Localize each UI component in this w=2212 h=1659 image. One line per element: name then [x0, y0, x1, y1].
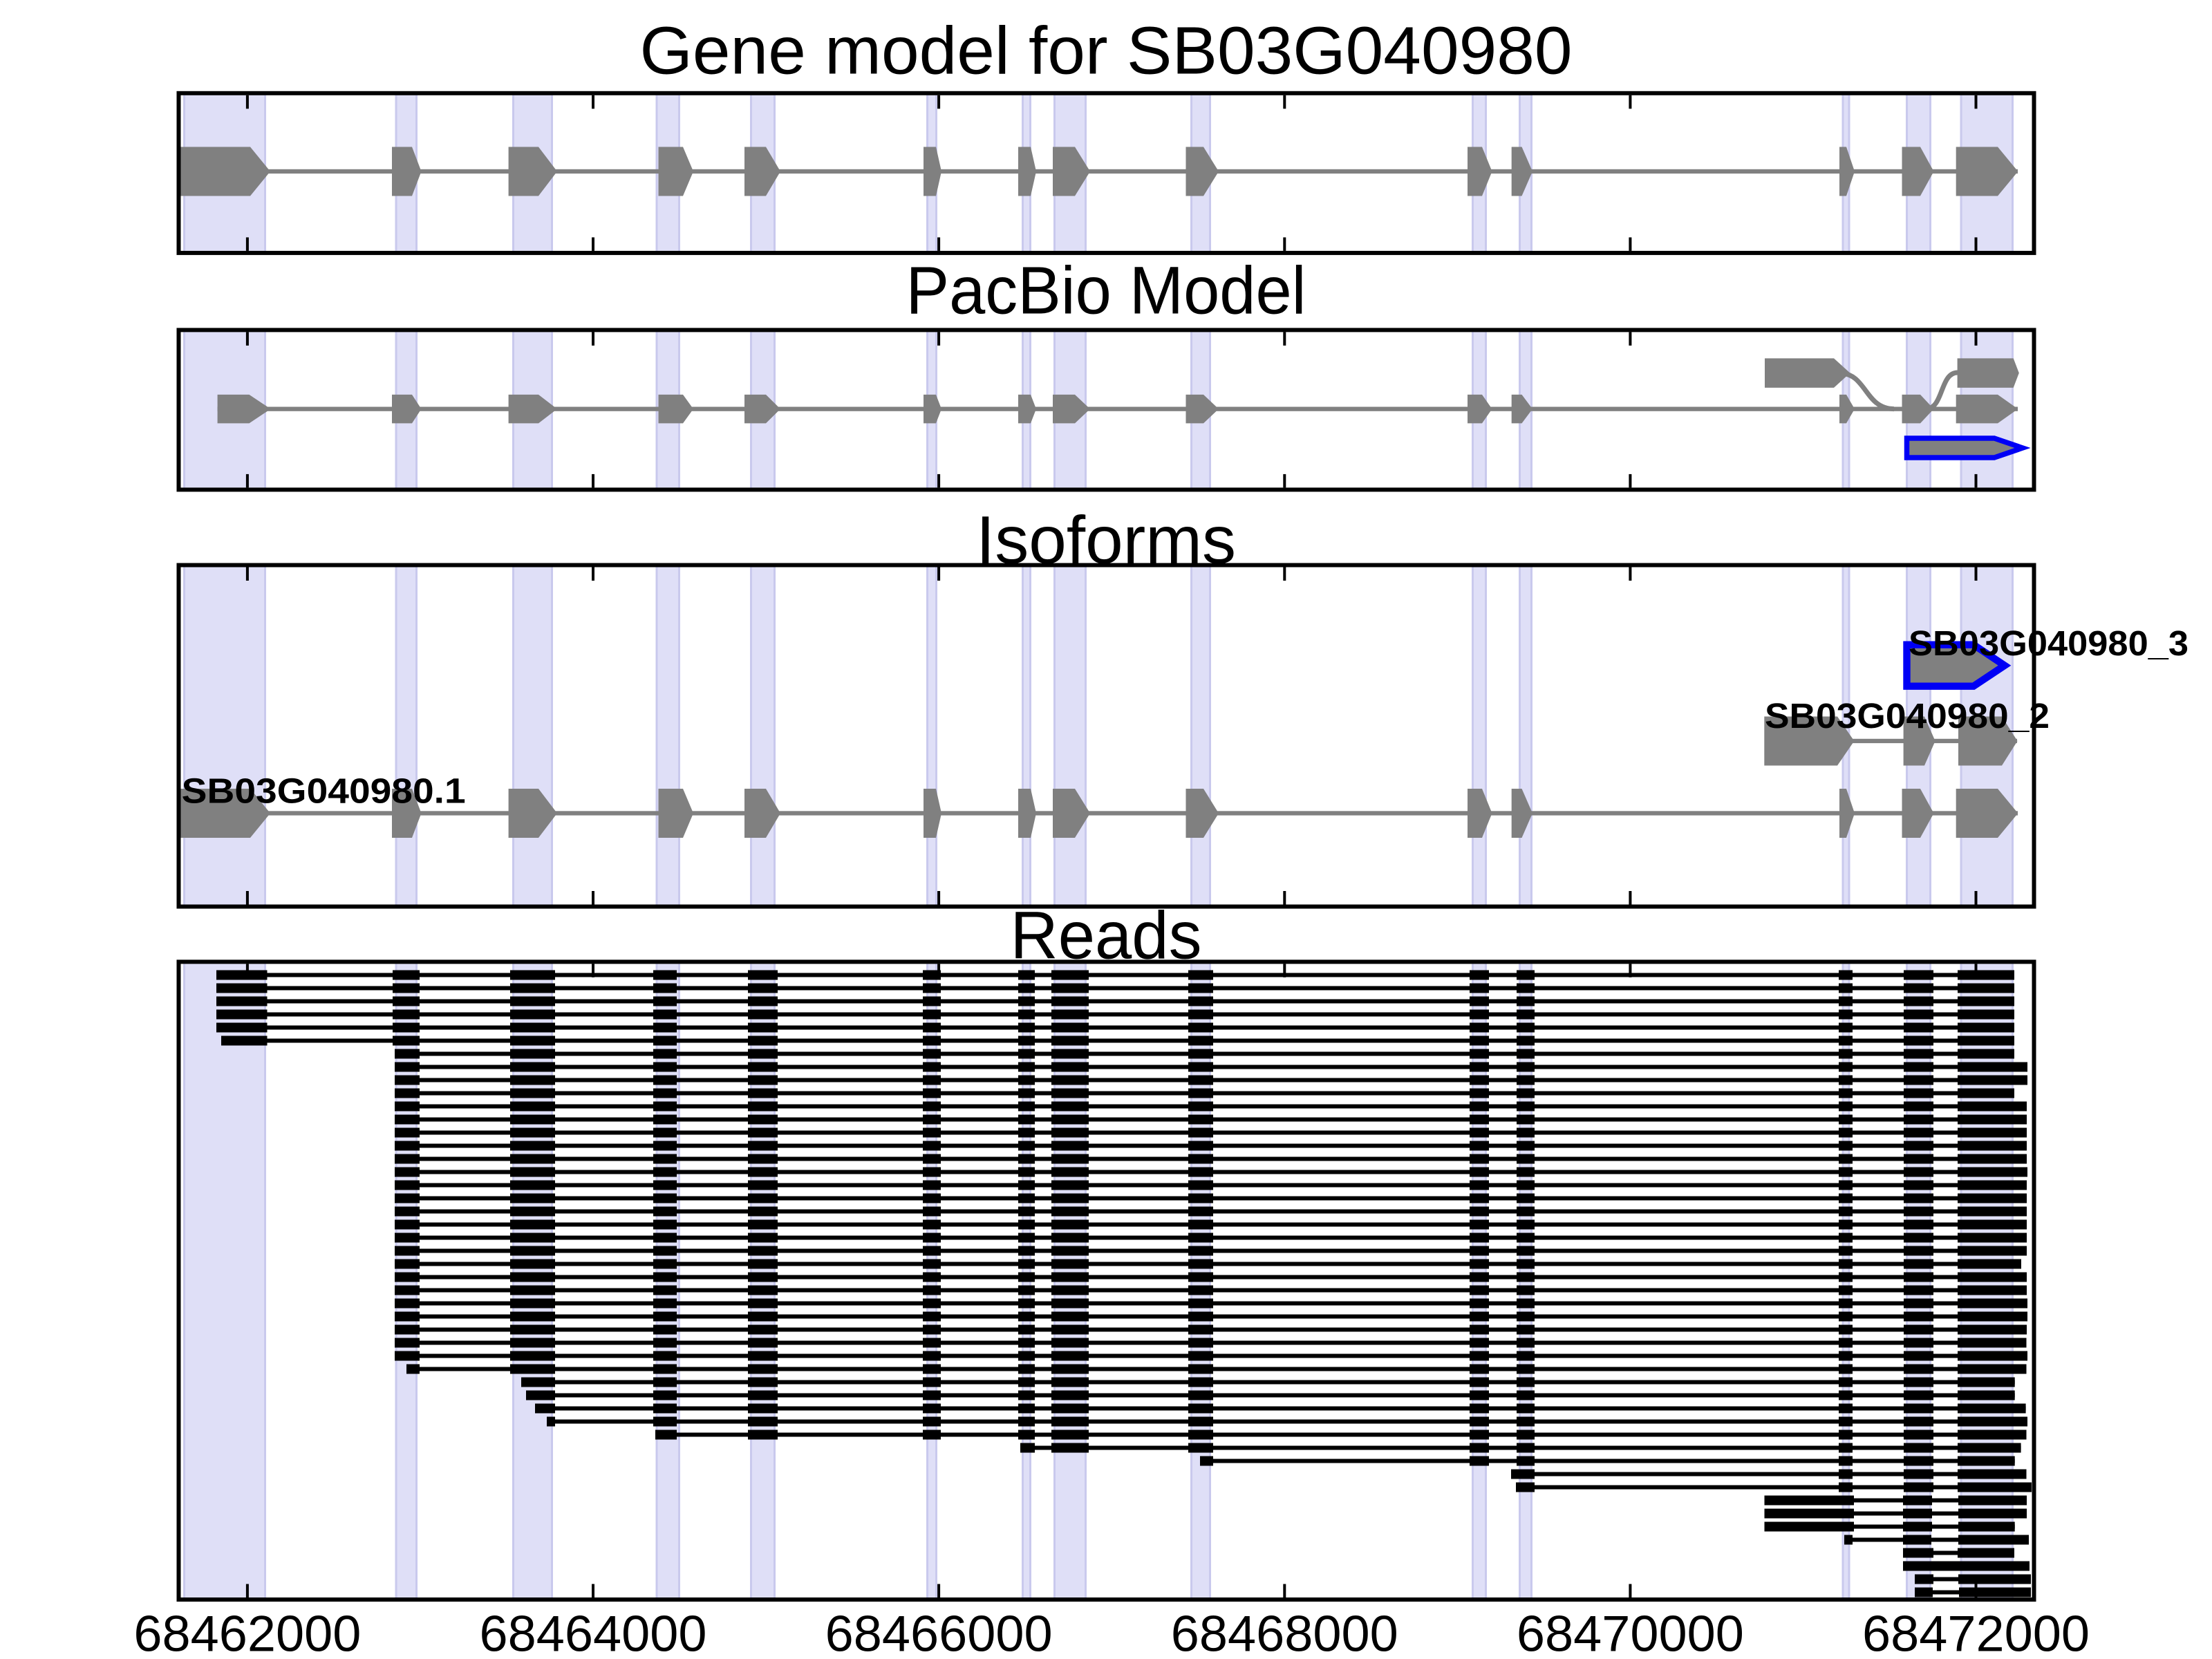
svg-text:Reads: Reads	[1011, 898, 1202, 973]
svg-text:68470000: 68470000	[1517, 1605, 1744, 1659]
svg-text:Isoforms: Isoforms	[976, 503, 1236, 578]
svg-text:68466000: 68466000	[825, 1605, 1053, 1659]
svg-text:Gene model for SB03G040980: Gene model for SB03G040980	[640, 13, 1573, 88]
svg-text:68462000: 68462000	[133, 1605, 361, 1659]
svg-text:68468000: 68468000	[1171, 1605, 1398, 1659]
svg-text:SB03G040980_2: SB03G040980_2	[1765, 696, 2050, 735]
svg-text:68472000: 68472000	[1862, 1605, 2090, 1659]
svg-text:68464000: 68464000	[480, 1605, 707, 1659]
svg-text:SB03G040980.1: SB03G040980.1	[182, 771, 466, 811]
svg-text:PacBio Model: PacBio Model	[906, 253, 1306, 328]
svg-text:SB03G040980_3: SB03G040980_3	[1909, 624, 2188, 663]
